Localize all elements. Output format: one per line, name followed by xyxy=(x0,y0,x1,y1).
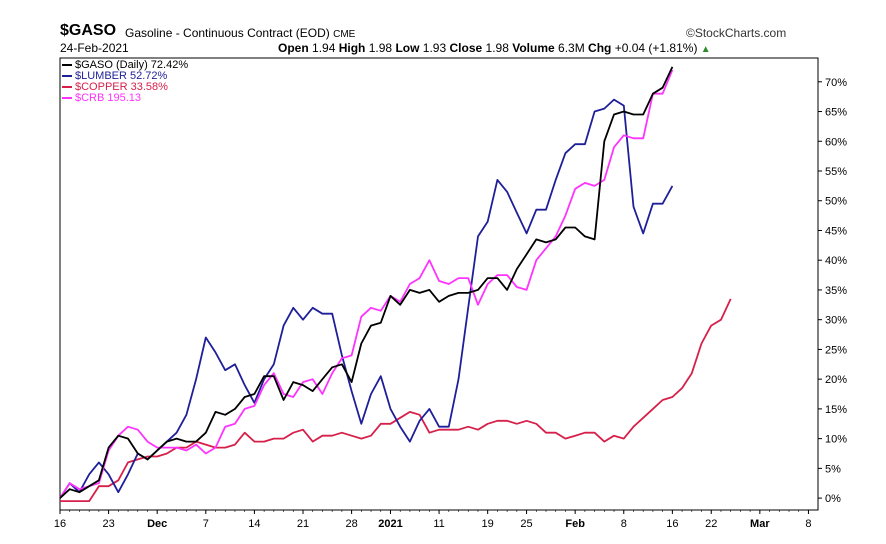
volume-label: Volume xyxy=(512,41,555,55)
close-label: Close xyxy=(449,41,483,55)
x-tick-label: 8 xyxy=(805,518,811,530)
chart-legend: $GASO (Daily) 72.42% $LUMBER 52.72% $COP… xyxy=(62,60,188,104)
x-tick-label: 16 xyxy=(54,518,66,530)
y-tick-label: 30% xyxy=(825,315,847,327)
x-tick-label: 14 xyxy=(248,518,260,530)
legend-item-gaso: $GASO (Daily) 72.42% xyxy=(62,60,188,71)
contract-description: Gasoline - Continuous Contract (EOD) CME xyxy=(125,26,355,40)
y-tick-label: 0% xyxy=(825,493,841,505)
volume-value: 6.3M xyxy=(558,41,585,55)
y-tick-label: 50% xyxy=(825,196,847,208)
legend-item-crb: $CRB 195.13 xyxy=(62,93,188,104)
series-line-copper xyxy=(60,298,732,503)
x-tick-label: Feb xyxy=(565,518,585,530)
legend-swatch xyxy=(62,97,72,100)
chg-value: +0.04 (+1.81%) xyxy=(614,41,698,55)
quote-date: 24-Feb-2021 xyxy=(60,41,129,55)
legend-item-copper: $COPPER 33.58% xyxy=(62,82,188,93)
y-tick-label: 60% xyxy=(825,136,847,148)
legend-swatch xyxy=(62,75,72,78)
series-line-crb xyxy=(59,69,674,499)
description-text: Gasoline - Continuous Contract (EOD) xyxy=(125,26,330,40)
plot-frame xyxy=(59,57,819,511)
ticker-symbol: $GASO xyxy=(60,22,117,39)
series-line-lumber xyxy=(59,98,674,499)
legend-swatch xyxy=(62,86,72,89)
high-value: 1.98 xyxy=(368,41,393,55)
legend-label: $CRB 195.13 xyxy=(75,92,142,104)
x-tick-label: Dec xyxy=(147,518,167,530)
x-tick-label: Mar xyxy=(750,518,770,530)
chg-label: Chg xyxy=(588,41,612,55)
x-tick-label: 25 xyxy=(520,518,532,530)
x-tick-label: 7 xyxy=(203,518,209,530)
legend-label: $LUMBER 52.72% xyxy=(75,70,168,82)
high-label: High xyxy=(338,41,366,55)
y-tick-label: 40% xyxy=(825,255,847,267)
y-tick-label: 70% xyxy=(825,77,847,89)
x-tick-label: 16 xyxy=(666,518,678,530)
x-tick-label: 11 xyxy=(433,518,444,530)
open-label: Open xyxy=(278,41,309,55)
legend-swatch xyxy=(62,64,72,67)
x-tick-label: 23 xyxy=(102,518,114,530)
series-line-gaso xyxy=(59,66,674,499)
x-tick-label: 22 xyxy=(705,518,717,530)
x-tick-label: 19 xyxy=(482,518,494,530)
y-tick-label: 45% xyxy=(825,225,847,237)
y-tick-label: 25% xyxy=(825,344,847,356)
low-value: 1.93 xyxy=(422,41,447,55)
low-label: Low xyxy=(395,41,420,55)
legend-item-lumber: $LUMBER 52.72% xyxy=(62,71,188,82)
y-tick-label: 10% xyxy=(825,434,847,446)
legend-label: $GASO (Daily) 72.42% xyxy=(75,59,189,71)
x-tick-label: 21 xyxy=(297,518,309,530)
y-tick-label: 5% xyxy=(825,463,841,475)
y-tick-label: 55% xyxy=(825,166,847,178)
ohlc-summary: Open 1.94 High 1.98 Low 1.93 Close 1.98 … xyxy=(278,41,711,55)
close-value: 1.98 xyxy=(485,41,509,55)
x-tick-label: 2021 xyxy=(378,518,402,530)
x-tick-label: 8 xyxy=(621,518,627,530)
x-tick-label: 28 xyxy=(345,518,357,530)
up-arrow-icon: ▲ xyxy=(700,44,711,55)
y-tick-label: 15% xyxy=(825,404,847,416)
y-tick-label: 20% xyxy=(825,374,847,386)
y-tick-label: 65% xyxy=(825,107,847,119)
y-tick-label: 35% xyxy=(825,285,847,297)
legend-label: $COPPER 33.58% xyxy=(75,81,168,93)
exchange-label: CME xyxy=(333,29,356,40)
open-value: 1.94 xyxy=(312,41,336,55)
brand-label: ©StockCharts.com xyxy=(686,26,787,40)
